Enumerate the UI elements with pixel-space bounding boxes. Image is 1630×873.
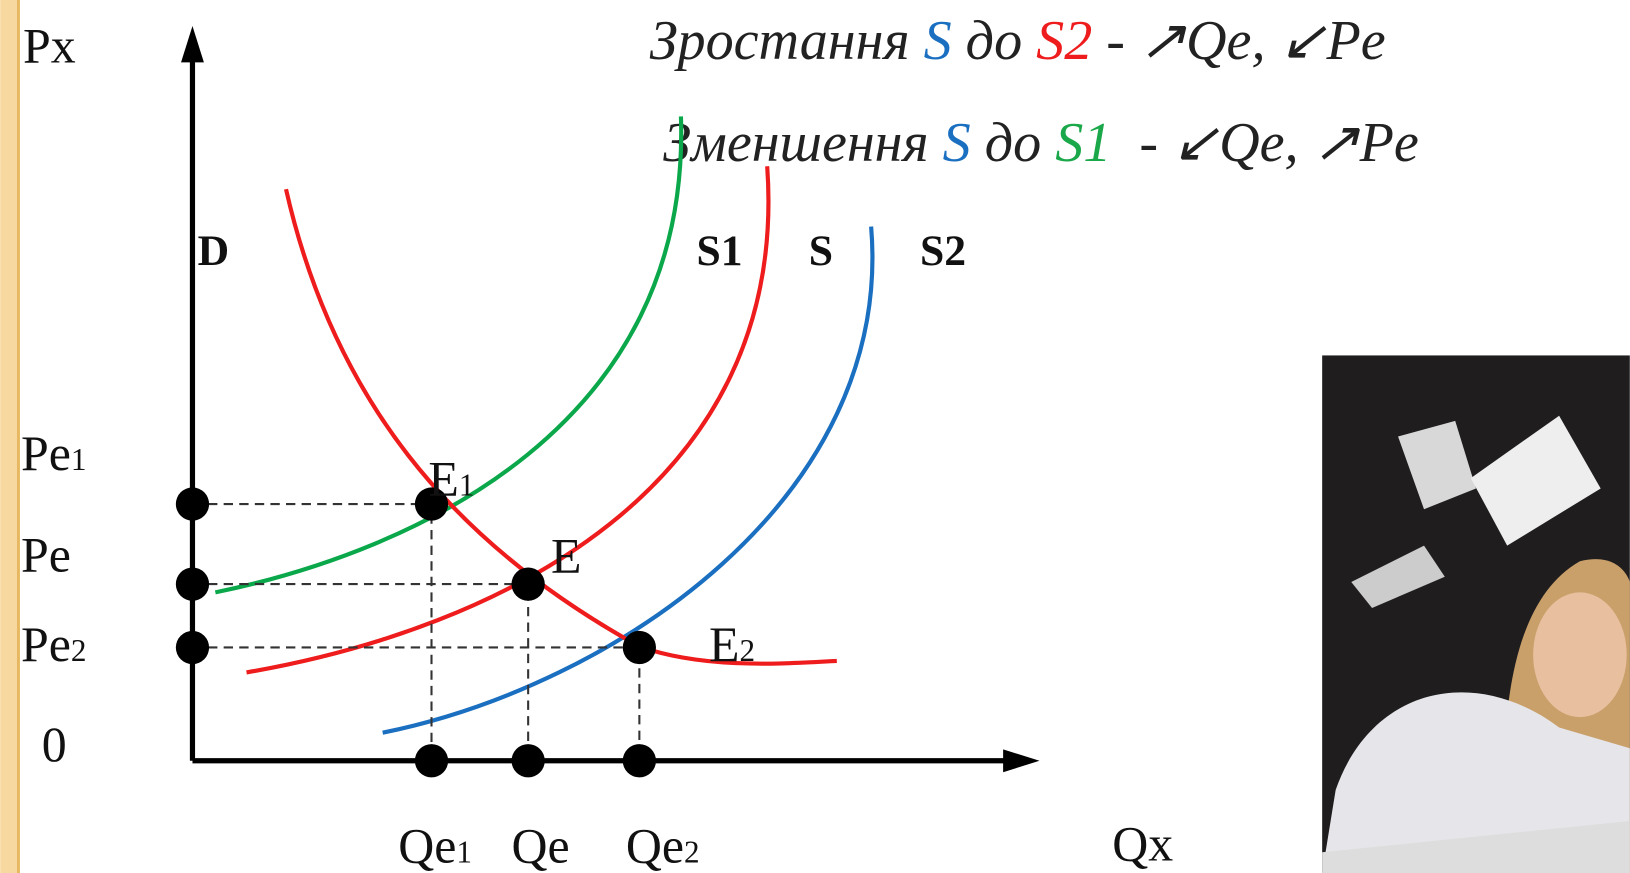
point-label-sub: 1: [459, 468, 475, 503]
left-border: [0, 0, 17, 873]
demand-curve: [283, 188, 837, 666]
curves: [214, 116, 875, 735]
price-label-main: Pe: [21, 426, 71, 481]
guide-e: [192, 583, 530, 761]
title-part: S: [924, 10, 952, 72]
dot: [175, 567, 210, 601]
curve-label: S: [809, 227, 833, 275]
x-arrow: [1003, 749, 1040, 773]
point-label: E1: [428, 452, 474, 507]
shirt: [1322, 692, 1630, 873]
title-line: Зростання S до S2 - ↗Qe, ↙Pe: [650, 10, 1386, 72]
supply-curve-s: [246, 166, 771, 675]
dot: [414, 487, 449, 521]
title-part: S1: [1055, 112, 1111, 174]
dot: [511, 567, 545, 601]
quantity-label: Qe1: [398, 819, 472, 873]
left-border-edge: [16, 0, 20, 873]
title-part: до: [952, 10, 1036, 72]
quantity-label-main: Qe: [626, 819, 684, 873]
title-part: S: [943, 112, 971, 174]
point-label-main: E: [428, 452, 458, 507]
point-label: E2: [709, 617, 755, 672]
y-arrow: [181, 25, 204, 63]
face: [1533, 592, 1627, 718]
price-label: Pe1: [21, 426, 86, 481]
price-label-main: Pe: [21, 528, 71, 583]
price-label-sub: 2: [71, 633, 87, 668]
point-label-main: E: [709, 617, 739, 672]
curve-label: D: [198, 227, 230, 275]
title-part: - ↗Qe, ↙Pe: [1092, 10, 1385, 72]
point-label-sub: 2: [739, 633, 755, 668]
dots: [175, 487, 656, 778]
quantity-label: Qe2: [626, 819, 700, 873]
dot: [175, 630, 210, 665]
title-part: до: [971, 112, 1055, 174]
y-axis-label: Px: [23, 18, 76, 73]
title-part: - ↙Qe, ↗Pe: [1111, 112, 1418, 174]
guide-e1: [192, 503, 433, 761]
guide-e2: [192, 646, 641, 761]
photo: [1322, 355, 1630, 873]
point-label: E: [551, 529, 581, 584]
curve-label: S1: [697, 227, 743, 275]
title-part: S2: [1036, 10, 1092, 72]
dot: [622, 630, 656, 665]
title-part: Зменшення: [663, 112, 942, 174]
title-part: Зростання: [650, 10, 924, 72]
desk-papers: [1322, 821, 1630, 873]
price-label-main: Pe: [21, 617, 71, 672]
paper: [1351, 545, 1445, 608]
quantity-label-sub: 1: [456, 835, 472, 870]
curve-label: S2: [920, 227, 966, 275]
dot: [414, 744, 449, 778]
point-label-main: E: [551, 529, 581, 584]
x-axis-label: Qx: [1112, 817, 1173, 872]
paper: [1470, 415, 1601, 546]
supply-curve-s2: [382, 226, 875, 735]
dot: [622, 744, 656, 778]
title-line: Зменшення S до S1 - ↙Qe, ↗Pe: [663, 112, 1418, 174]
quantity-label-sub: 2: [684, 835, 700, 870]
quantity-label-main: Qe: [512, 819, 570, 873]
quantity-label-main: Qe: [398, 819, 456, 873]
price-label-sub: 1: [71, 442, 87, 477]
price-label: Pe: [21, 528, 71, 583]
price-label: Pe2: [21, 617, 86, 672]
dot: [175, 487, 210, 521]
paper: [1398, 420, 1476, 510]
dot: [511, 744, 545, 778]
quantity-label: Qe: [512, 819, 570, 873]
origin-label: 0: [42, 717, 67, 772]
supply-curve-s1: [214, 116, 684, 595]
